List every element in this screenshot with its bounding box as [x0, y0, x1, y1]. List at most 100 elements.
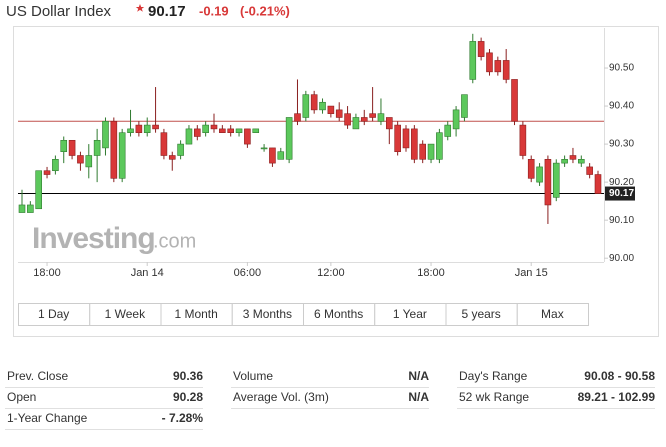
candle-body — [27, 204, 34, 213]
change: -0.19 — [199, 3, 229, 18]
range-button-label[interactable]: 1 Month — [174, 307, 217, 321]
price: 90.17 — [148, 3, 186, 20]
candle-body — [244, 128, 251, 145]
candle-body — [402, 128, 410, 149]
y-tick-label: 90.40 — [609, 101, 634, 112]
stat-value: N/A — [408, 390, 429, 404]
candle-body — [77, 155, 84, 164]
candle-body — [419, 143, 426, 160]
candle-body — [544, 159, 552, 206]
candle-body — [519, 124, 527, 156]
candle-body — [461, 94, 468, 118]
range-button-label[interactable]: 1 Day — [38, 307, 69, 321]
candle-body — [260, 147, 268, 150]
stat-label: Prev. Close — [7, 369, 68, 383]
y-tick-label: 90.00 — [609, 253, 634, 264]
candle-body — [411, 128, 418, 160]
stat-label: Open — [7, 390, 36, 404]
candle-body — [377, 113, 385, 122]
stat-value: N/A — [408, 369, 429, 383]
y-tick-label: 90.50 — [609, 63, 634, 74]
range-button-label[interactable]: 1 Week — [105, 307, 146, 321]
candle-body — [252, 128, 260, 133]
x-tick-label: Jan 14 — [131, 267, 164, 279]
candle-body — [168, 155, 176, 160]
candle-body — [452, 109, 460, 130]
candle-body — [68, 139, 76, 156]
candle-body — [52, 159, 59, 172]
last-value-box — [605, 186, 635, 201]
range-button[interactable] — [516, 303, 589, 326]
candle-body — [35, 170, 42, 210]
range-button-label[interactable]: 3 Months — [243, 307, 292, 321]
candle-body — [302, 94, 310, 118]
stat-label: 1-Year Change — [7, 411, 88, 425]
stat-value: 90.28 — [173, 390, 203, 404]
candle-body — [152, 124, 159, 130]
title: US Dollar Index — [6, 3, 112, 20]
candle-body — [118, 132, 126, 179]
candle-body — [202, 124, 209, 133]
change-pct: (-0.21%) — [240, 3, 290, 18]
candle-body — [594, 174, 602, 194]
range-button-label[interactable]: 6 Months — [314, 307, 363, 321]
candle-body — [427, 143, 435, 160]
candle-body — [527, 159, 535, 179]
candle-body — [127, 128, 134, 133]
candle-body — [561, 159, 568, 164]
candle-body — [160, 132, 168, 156]
candle-body — [135, 124, 143, 133]
candle-body — [285, 117, 293, 160]
stat-value: 90.08 - 90.58 — [584, 369, 655, 383]
star — [135, 4, 145, 12]
candle-body — [477, 41, 485, 57]
candle-body — [143, 124, 151, 133]
candle-body — [536, 166, 543, 183]
y-tick-label: 90.10 — [609, 215, 634, 226]
candle-body — [344, 113, 351, 126]
candle-body — [394, 124, 401, 153]
candle-body — [102, 120, 109, 149]
candle-body — [552, 162, 560, 198]
candle-body — [486, 52, 493, 73]
candle-body — [335, 109, 343, 118]
candle-body — [469, 41, 477, 80]
range-button-label[interactable]: Max — [541, 307, 564, 321]
candle-body — [352, 117, 360, 130]
range-button-label[interactable]: 5 years — [461, 307, 500, 321]
x-tick-label: 06:00 — [234, 267, 262, 279]
stat-label: Volume — [233, 369, 273, 383]
candle-body — [210, 124, 218, 130]
watermark: Investing — [32, 222, 155, 255]
stat-value: 89.21 - 102.99 — [578, 390, 656, 404]
candle-body — [578, 159, 585, 164]
candle-body — [235, 128, 243, 133]
stat-label: Day's Range — [459, 369, 528, 383]
candle-body — [18, 204, 26, 213]
candle-body — [194, 128, 201, 137]
candle-body — [511, 79, 518, 122]
chart-frame — [13, 26, 659, 337]
candle-body — [43, 170, 51, 175]
candle-body — [569, 155, 577, 160]
candle-body — [502, 60, 510, 80]
candle-body — [386, 117, 393, 130]
candle-body — [369, 113, 376, 118]
candle-body — [93, 139, 101, 156]
stat-label: 52 wk Range — [459, 390, 529, 404]
candle-body — [227, 128, 234, 133]
stat-value: 90.36 — [173, 369, 203, 383]
candle-body — [319, 101, 326, 111]
range-button-label[interactable]: 1 Year — [393, 307, 427, 321]
x-tick-label: 18:00 — [417, 267, 445, 279]
candle-body — [277, 151, 285, 160]
x-tick-label: 12:00 — [317, 267, 345, 279]
candle-body — [360, 117, 368, 122]
candle-body — [60, 139, 68, 153]
candle-body — [85, 155, 93, 168]
candle-body — [310, 94, 318, 111]
candle-body — [436, 132, 443, 160]
candle-body — [494, 60, 502, 73]
candle-body — [327, 105, 335, 114]
